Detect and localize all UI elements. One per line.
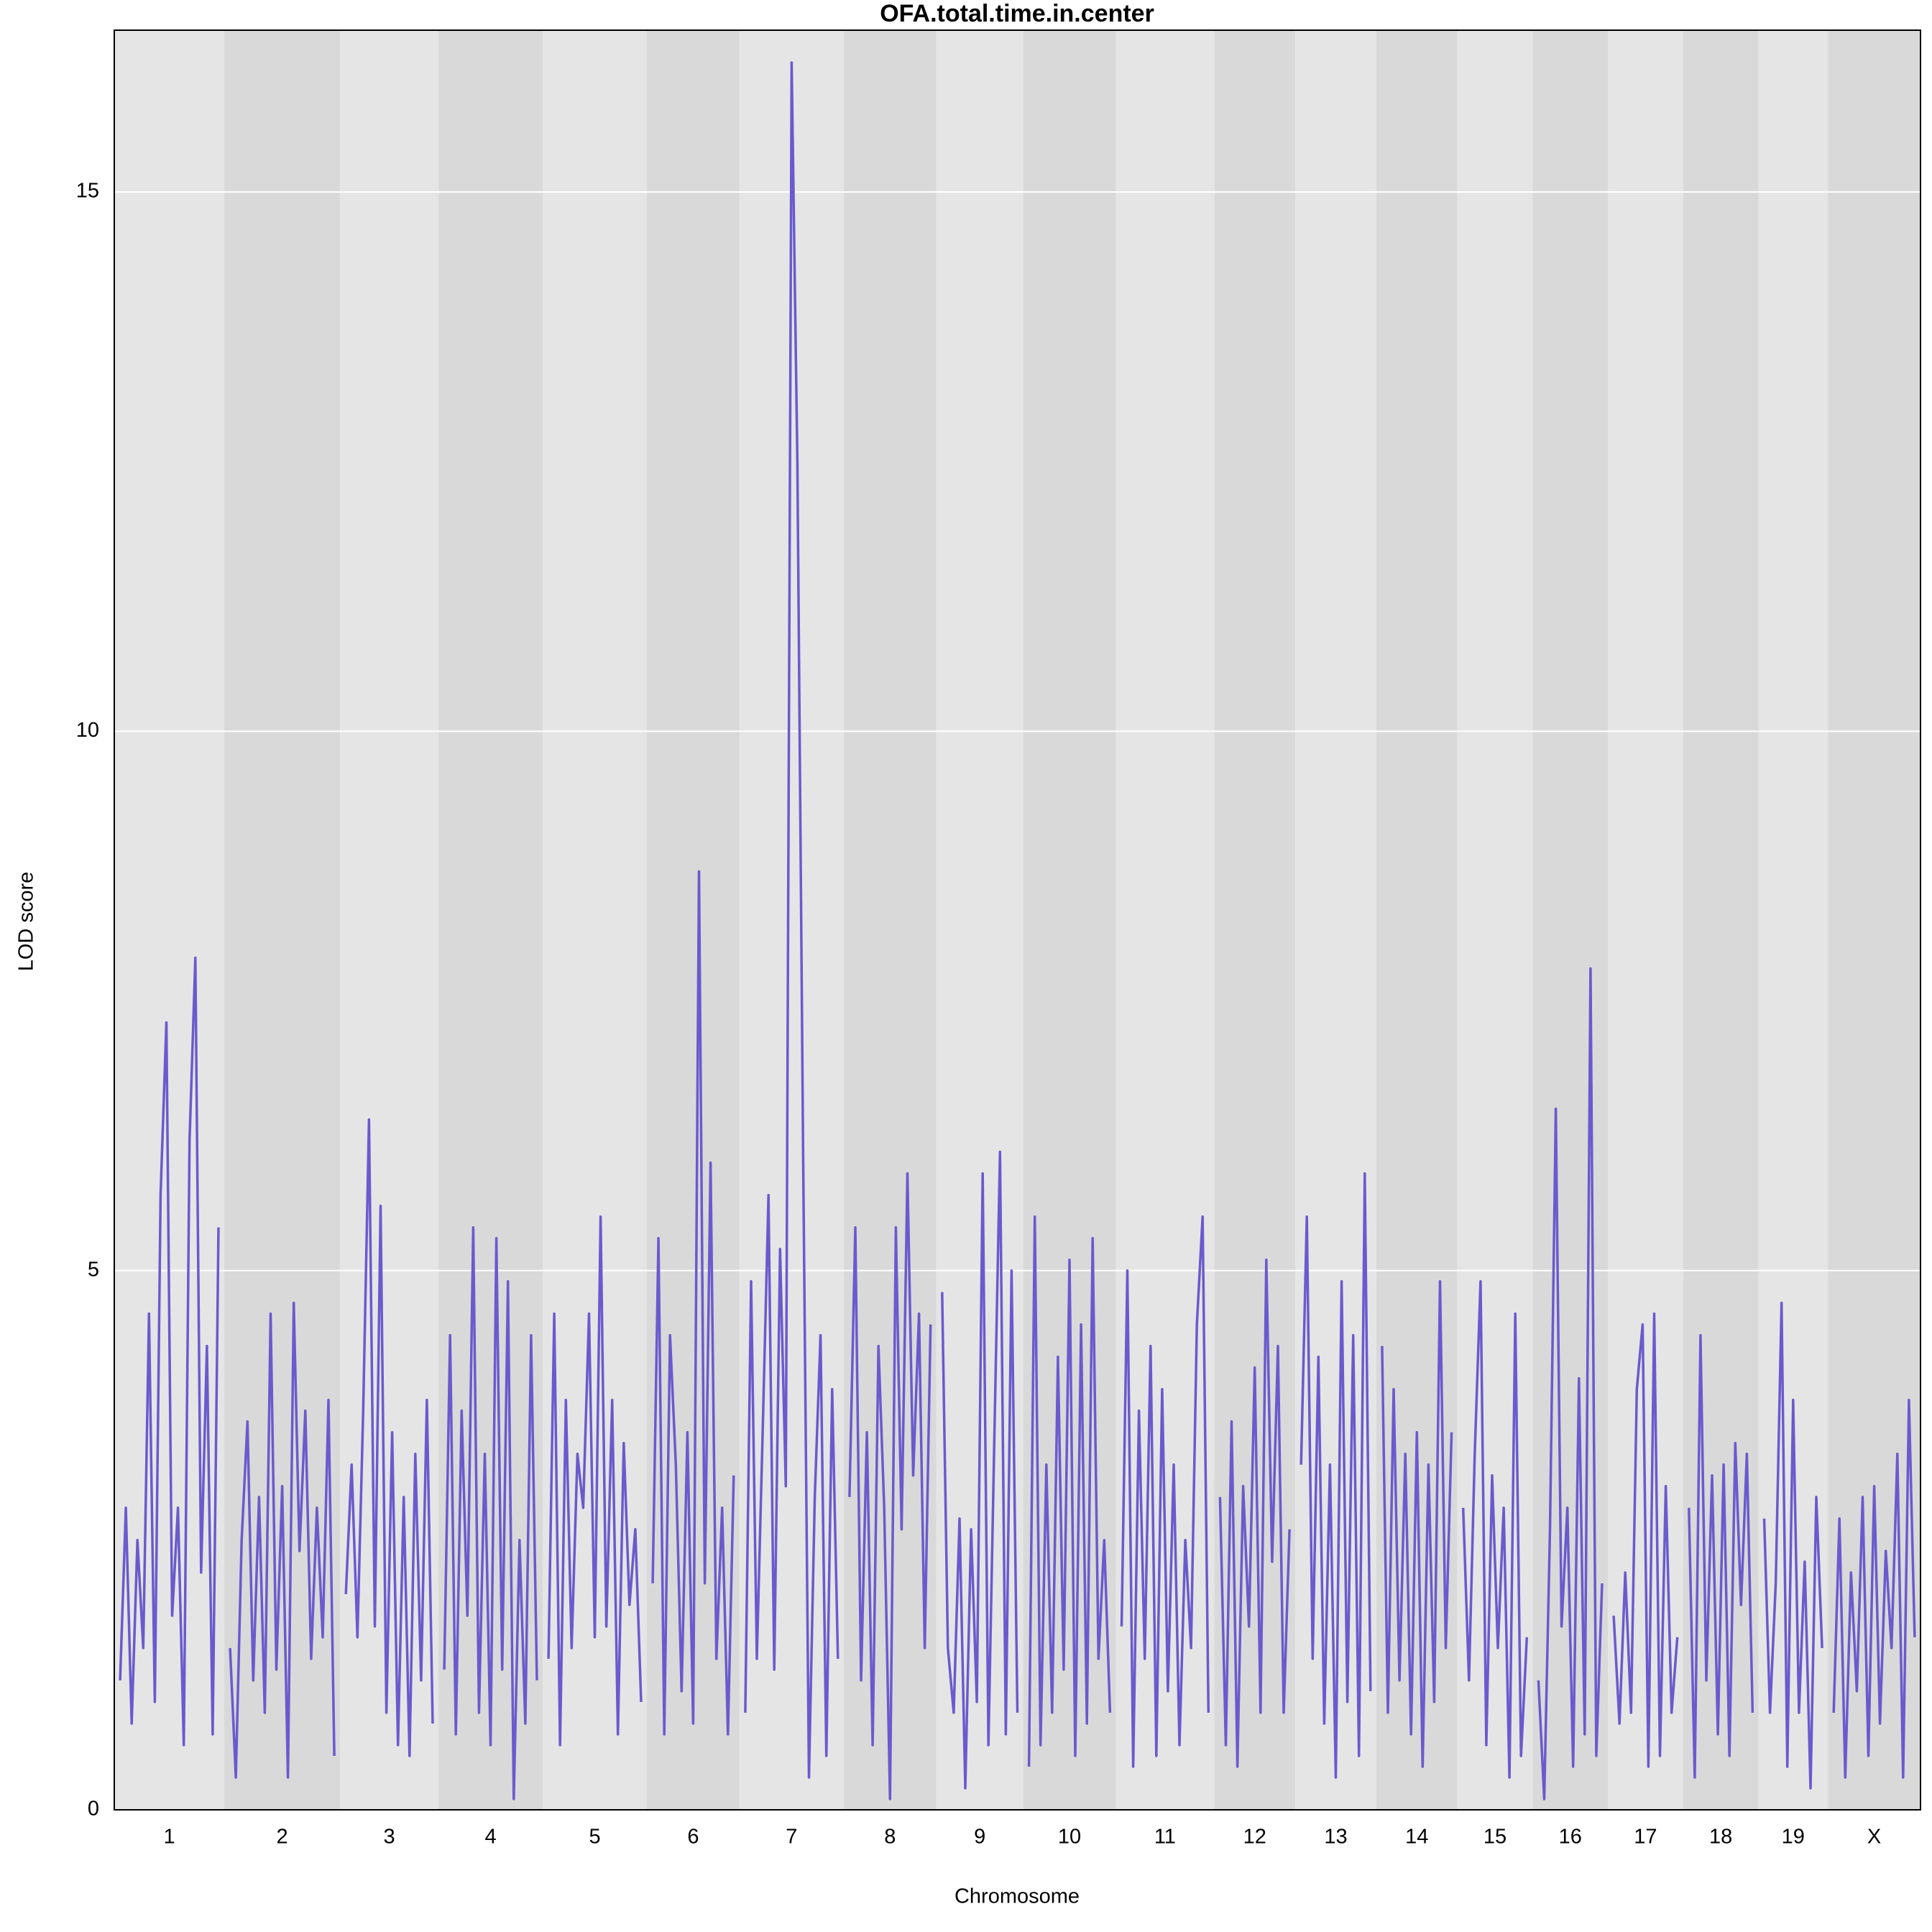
chromosome-band <box>1457 30 1533 1810</box>
x-tick-label: 19 <box>1782 1826 1805 1849</box>
x-tick-label: 15 <box>1484 1826 1506 1849</box>
x-tick-label: 4 <box>484 1826 496 1849</box>
x-tick-label: 5 <box>589 1826 600 1849</box>
x-tick-label: 13 <box>1324 1826 1347 1849</box>
x-tick-label: 17 <box>1634 1826 1657 1849</box>
lod-line <box>1612 1312 1679 1768</box>
lod-line <box>229 1301 336 1779</box>
chromosome-band <box>1532 30 1609 1810</box>
chromosome-band <box>1683 30 1759 1810</box>
chromosome-band <box>114 30 225 1810</box>
lod-line <box>1218 1258 1291 1768</box>
lod-line <box>443 1225 538 1800</box>
y-axis-label: LOD score <box>15 872 38 972</box>
lod-line <box>848 1172 932 1800</box>
lod-line <box>1300 1172 1372 1779</box>
lod-line <box>1027 1215 1112 1767</box>
chromosome-band <box>1214 30 1296 1810</box>
x-tick-label: 1 <box>163 1826 175 1849</box>
x-axis-label: Chromosome <box>954 1885 1080 1908</box>
lod-line <box>1832 1399 1916 1779</box>
x-tick-label: 3 <box>384 1826 395 1849</box>
y-tick-label: 0 <box>88 1798 99 1821</box>
chromosome-band <box>543 30 648 1810</box>
lod-line <box>547 1215 643 1747</box>
x-tick-label: 8 <box>884 1826 896 1849</box>
y-tick-label: 10 <box>76 719 99 742</box>
y-tick-label: 15 <box>76 180 99 203</box>
lod-line <box>1537 967 1604 1800</box>
lod-line <box>1688 1333 1754 1779</box>
x-tick-label: 6 <box>687 1826 699 1849</box>
chromosome-band <box>1295 30 1376 1810</box>
chromosome-band <box>438 30 543 1810</box>
lod-line <box>1762 1301 1823 1790</box>
lod-line <box>119 956 220 1747</box>
lod-line <box>1120 1215 1210 1768</box>
chromosome-band <box>1023 30 1116 1810</box>
lod-line <box>1461 1279 1529 1779</box>
x-tick-label: 7 <box>786 1826 797 1849</box>
x-tick-label: 9 <box>974 1826 985 1849</box>
x-tick-label: 11 <box>1154 1826 1176 1849</box>
x-tick-label: 12 <box>1243 1826 1266 1849</box>
lod-line <box>744 61 840 1779</box>
x-tick-label: 18 <box>1709 1826 1732 1849</box>
x-tick-label: X <box>1867 1826 1881 1849</box>
lod-line <box>1381 1279 1453 1768</box>
x-tick-label: 10 <box>1058 1826 1081 1849</box>
x-tick-label: 2 <box>277 1826 288 1849</box>
plot-frame <box>114 29 1921 1811</box>
x-tick-label: 16 <box>1559 1826 1582 1849</box>
chart-title: OFA.total.time.in.center <box>880 0 1154 27</box>
x-tick-label: 14 <box>1405 1826 1428 1849</box>
y-tick-label: 5 <box>88 1258 99 1281</box>
lod-line <box>344 1118 434 1757</box>
lod-line <box>941 1150 1019 1790</box>
lod-line <box>651 870 735 1736</box>
